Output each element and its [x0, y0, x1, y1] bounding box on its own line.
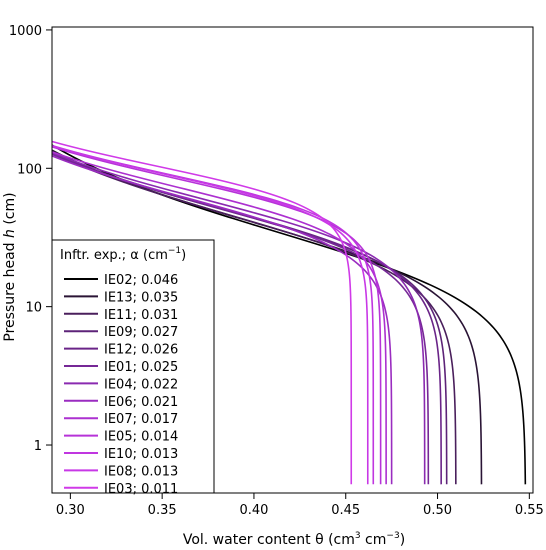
legend-entry: IE09; 0.027 [104, 325, 178, 340]
y-axis-label: Pressure head h (cm) [2, 192, 18, 341]
legend-entry: IE04; 0.022 [104, 377, 178, 392]
legend-entry: IE06; 0.021 [104, 395, 178, 410]
legend-entry: IE13; 0.035 [104, 290, 178, 305]
series-line [52, 155, 393, 485]
x-axis-title: Vol. water content θ (cm3 cm−3) [183, 531, 405, 548]
x-tick-label: 0.35 [148, 503, 177, 518]
y-tick-label: 1000 [9, 24, 42, 39]
x-tick-label: 0.45 [331, 503, 360, 518]
series-line [52, 145, 369, 485]
legend-items: IE02; 0.046 IE13; 0.035 IE11; 0.031 IE09; 0… [64, 273, 178, 497]
series-line [52, 140, 353, 485]
series-line [52, 144, 375, 485]
y-axis-title: Pressure head h (cm) [2, 192, 18, 341]
x-tick-label: 0.40 [239, 503, 268, 518]
series-line [52, 151, 426, 485]
legend-entry: IE11; 0.031 [104, 308, 178, 323]
y-tick-label: 10 [25, 301, 42, 316]
legend-box [51, 239, 215, 494]
y-tick-label: 1 [34, 439, 42, 454]
legend-entry: IE02; 0.046 [104, 273, 178, 288]
legend-entry: IE12; 0.026 [104, 343, 178, 358]
legend-entry: IE10; 0.013 [104, 447, 178, 462]
legend-entry: IE01; 0.025 [104, 360, 178, 375]
plot-area [52, 140, 527, 485]
axes: 0.30 0.35 0.40 0.45 0.50 0.55 1 10 100 1000 [9, 24, 544, 518]
x-axis-label: Vol. water content θ (cm3 cm−3) [183, 531, 405, 548]
legend-entry: IE05; 0.014 [104, 430, 178, 445]
legend-entry: IE08; 0.013 [104, 464, 178, 479]
y-tick-label: 100 [17, 162, 42, 177]
legend-title: Inftr. exp.; α (cm−1) [60, 246, 186, 263]
series-line [52, 151, 387, 485]
series-line [52, 145, 382, 485]
legend: Inftr. exp.; α (cm−1) IE02; 0.046 IE13; 0… [51, 239, 215, 497]
legend-entry: IE03; 0.011 [104, 482, 178, 497]
x-tick-label: 0.30 [56, 503, 85, 518]
x-tick-label: 0.50 [423, 503, 452, 518]
x-tick-label: 0.55 [515, 503, 544, 518]
legend-entry: IE07; 0.017 [104, 412, 178, 427]
